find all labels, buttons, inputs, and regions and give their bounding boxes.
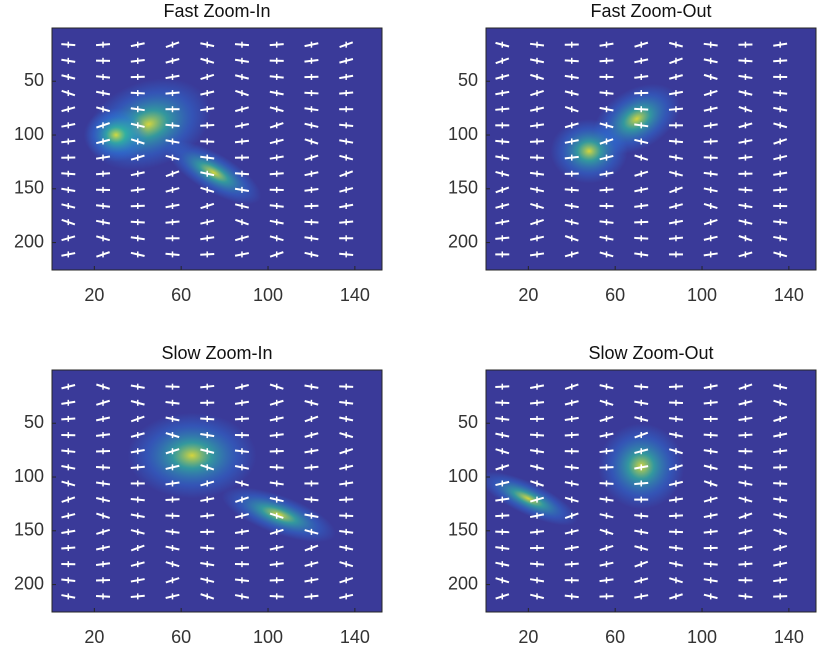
y-tick-label: 150: [14, 520, 44, 540]
plot-area: [486, 28, 816, 270]
y-tick-label: 200: [14, 573, 44, 593]
panel: Fast Zoom-Out 20 60 100 140 50 100 150 200: [448, 1, 817, 305]
y-tick-label: 150: [448, 178, 478, 198]
activity-blob: [486, 471, 578, 526]
activity-blob: [127, 412, 257, 499]
y-tick-label: 100: [448, 466, 478, 486]
x-tick-label: 140: [774, 285, 804, 305]
x-tick-label: 60: [605, 285, 625, 305]
x-tick-label: 140: [340, 627, 370, 647]
x-tick-label: 60: [171, 627, 191, 647]
activity-blob: [221, 487, 336, 543]
x-tick-label: 100: [253, 285, 283, 305]
x-tick-label: 100: [687, 627, 717, 647]
x-tick-label: 60: [605, 627, 625, 647]
x-tick-label: 140: [774, 627, 804, 647]
x-tick-label: 100: [253, 627, 283, 647]
image-layer: [495, 41, 788, 258]
y-tick-label: 200: [448, 573, 478, 593]
image-layer: [61, 41, 354, 258]
y-tick-label: 50: [458, 70, 478, 90]
y-tick-label: 150: [448, 520, 478, 540]
y-tick-label: 50: [458, 412, 478, 432]
y-tick-label: 200: [14, 231, 44, 251]
activity-blob: [550, 119, 628, 184]
axes-box: [485, 369, 817, 613]
activity-blob: [83, 108, 149, 162]
y-tick-label: 150: [14, 178, 44, 198]
y-tick-label: 200: [448, 231, 478, 251]
x-tick-label: 20: [84, 285, 104, 305]
axes-box: [51, 27, 383, 271]
axes-box: [485, 27, 817, 271]
y-tick-label: 100: [448, 124, 478, 144]
panel-title: Fast Zoom-In: [163, 1, 270, 21]
y-tick-label: 100: [14, 466, 44, 486]
panel: Slow Zoom-Out 20 60 100 140 50 100 150 200: [448, 343, 817, 647]
x-tick-label: 20: [518, 627, 538, 647]
axes-box: [51, 369, 383, 613]
y-tick-label: 50: [24, 70, 44, 90]
panel: Fast Zoom-In 20 60 100 140 50 100 150 200: [14, 1, 383, 305]
x-tick-label: 20: [518, 285, 538, 305]
panel-title: Slow Zoom-Out: [588, 343, 713, 363]
image-layer: [61, 383, 354, 600]
x-tick-label: 60: [171, 285, 191, 305]
panel: Slow Zoom-In 20 60 100 140 50 100 150 200: [14, 343, 383, 647]
image-layer: [486, 383, 788, 600]
panel-title: Fast Zoom-Out: [590, 1, 711, 21]
panel-title: Slow Zoom-In: [161, 343, 272, 363]
x-tick-label: 100: [687, 285, 717, 305]
x-tick-label: 140: [340, 285, 370, 305]
x-tick-label: 20: [84, 627, 104, 647]
y-tick-label: 100: [14, 124, 44, 144]
y-tick-label: 50: [24, 412, 44, 432]
